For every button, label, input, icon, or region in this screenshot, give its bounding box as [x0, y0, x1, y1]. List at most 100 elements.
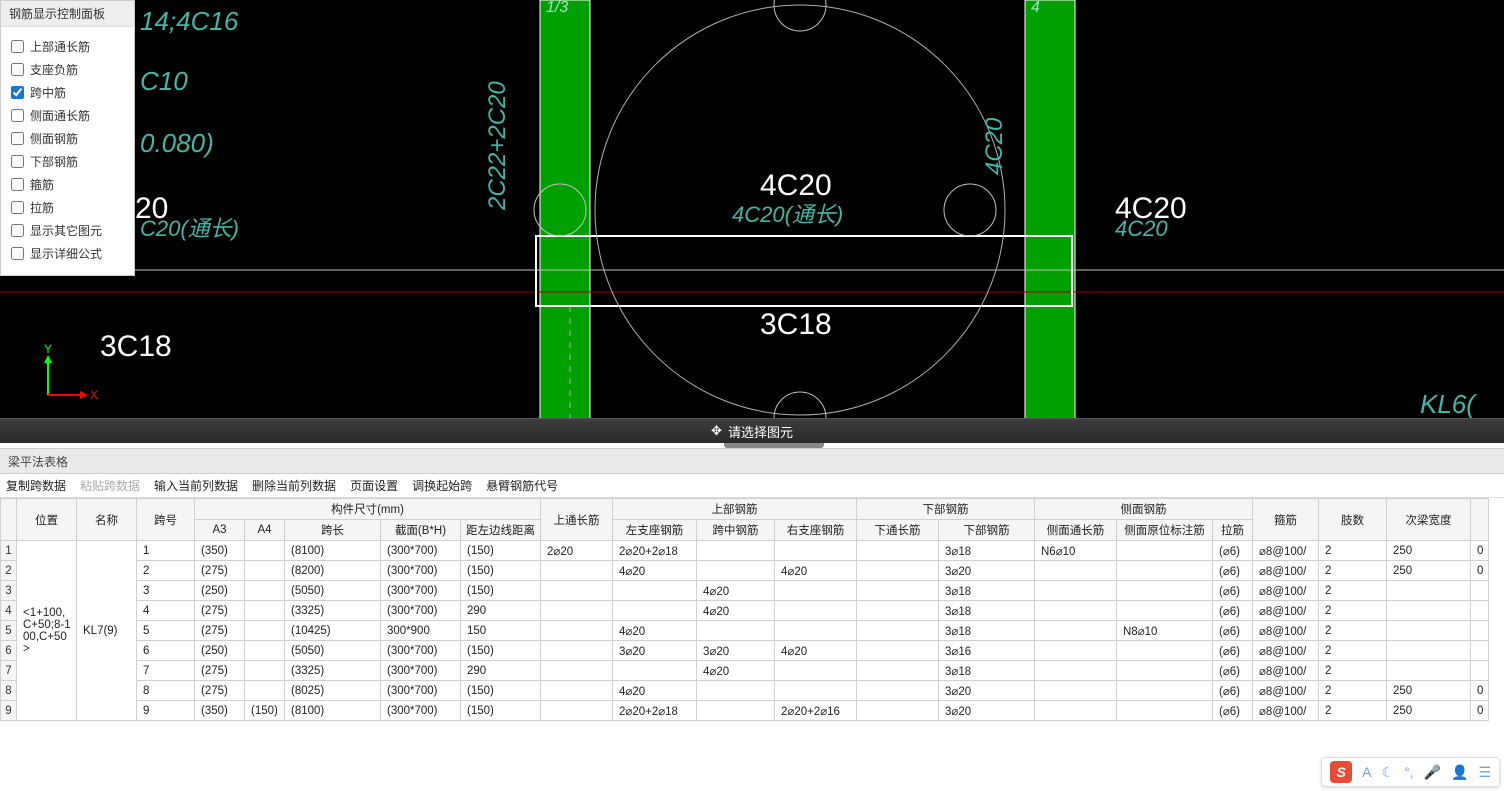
cell[interactable]: [1471, 581, 1489, 601]
cell[interactable]: 2: [137, 561, 195, 581]
cell[interactable]: [697, 561, 775, 581]
rebar-toggle-item[interactable]: 上部通长筋: [11, 35, 124, 58]
cell[interactable]: [857, 641, 939, 661]
cell[interactable]: [1117, 641, 1213, 661]
rebar-display-control-panel[interactable]: 钢筋显示控制面板 上部通长筋支座负筋跨中筋侧面通长筋侧面钢筋下部钢筋箍筋拉筋显示…: [0, 0, 135, 276]
column-header[interactable]: 次梁宽度: [1387, 499, 1471, 541]
cell[interactable]: (300*700): [381, 601, 461, 621]
rebar-toggle-item[interactable]: 箍筋: [11, 173, 124, 196]
cell-name[interactable]: KL7(9): [77, 541, 137, 721]
cell[interactable]: [613, 601, 697, 621]
column-header[interactable]: 下部钢筋: [939, 520, 1035, 541]
column-header[interactable]: 下部钢筋: [857, 499, 1035, 520]
cell[interactable]: 250: [1387, 681, 1471, 701]
cell[interactable]: (275): [195, 601, 245, 621]
cell[interactable]: (3325): [285, 661, 381, 681]
column-header[interactable]: 箍筋: [1253, 499, 1319, 541]
cell[interactable]: (8100): [285, 701, 381, 721]
cell[interactable]: 250: [1387, 701, 1471, 721]
cell[interactable]: (⌀6): [1213, 581, 1253, 601]
cell[interactable]: [1471, 601, 1489, 621]
cell[interactable]: (5050): [285, 581, 381, 601]
cell[interactable]: ⌀8@100/: [1253, 641, 1319, 661]
column-header[interactable]: A4: [245, 520, 285, 541]
cell[interactable]: 2: [1319, 661, 1387, 681]
cell[interactable]: (275): [195, 681, 245, 701]
column-header[interactable]: 跨号: [137, 499, 195, 541]
ime-icon[interactable]: A: [1362, 764, 1371, 780]
cell[interactable]: [697, 701, 775, 721]
cell[interactable]: [1035, 581, 1117, 601]
table-row[interactable]: 88(275)(8025)(300*700)(150)4⌀203⌀20(⌀6)⌀…: [1, 681, 1489, 701]
cell[interactable]: [1387, 581, 1471, 601]
cell[interactable]: [541, 561, 613, 581]
table-scroll[interactable]: 位置名称跨号构件尺寸(mm)上通长筋上部钢筋下部钢筋侧面钢筋箍筋肢数次梁宽度A3…: [0, 498, 1504, 791]
cell[interactable]: 6: [137, 641, 195, 661]
cell[interactable]: 2⌀20+2⌀16: [775, 701, 857, 721]
column-header[interactable]: 位置: [17, 499, 77, 541]
cell[interactable]: 2⌀20: [541, 541, 613, 561]
cell[interactable]: (300*700): [381, 641, 461, 661]
cell[interactable]: 2: [1319, 561, 1387, 581]
column-header[interactable]: A3: [195, 520, 245, 541]
rebar-toggle-checkbox[interactable]: [11, 132, 24, 145]
cell[interactable]: [697, 621, 775, 641]
ime-icon[interactable]: ☾: [1382, 764, 1395, 781]
cell[interactable]: (3325): [285, 601, 381, 621]
column-header[interactable]: 截面(B*H): [381, 520, 461, 541]
cell[interactable]: [1471, 661, 1489, 681]
cell[interactable]: [697, 541, 775, 561]
cell[interactable]: [1117, 581, 1213, 601]
cell[interactable]: [245, 561, 285, 581]
cell[interactable]: [541, 621, 613, 641]
cell[interactable]: [541, 581, 613, 601]
cell[interactable]: (150): [461, 541, 541, 561]
cell[interactable]: (300*700): [381, 701, 461, 721]
cell[interactable]: 3⌀20: [939, 561, 1035, 581]
cell[interactable]: [1035, 561, 1117, 581]
rebar-toggle-item[interactable]: 显示详细公式: [11, 242, 124, 265]
cell[interactable]: [857, 561, 939, 581]
cell[interactable]: [245, 621, 285, 641]
cell[interactable]: 7: [137, 661, 195, 681]
table-row[interactable]: 44(275)(3325)(300*700)2904⌀203⌀18(⌀6)⌀8@…: [1, 601, 1489, 621]
cell[interactable]: (⌀6): [1213, 701, 1253, 721]
column-header[interactable]: 距左边线距离: [461, 520, 541, 541]
rebar-toggle-checkbox[interactable]: [11, 178, 24, 191]
cell[interactable]: 1: [137, 541, 195, 561]
cell[interactable]: (⌀6): [1213, 661, 1253, 681]
cell[interactable]: [857, 621, 939, 641]
cell[interactable]: 9: [137, 701, 195, 721]
cell[interactable]: ⌀8@100/: [1253, 581, 1319, 601]
cell[interactable]: [1117, 601, 1213, 621]
toolbar-button[interactable]: 输入当前列数据: [154, 477, 238, 494]
cell[interactable]: [1387, 601, 1471, 621]
cell[interactable]: [1035, 661, 1117, 681]
cell[interactable]: [775, 661, 857, 681]
cell[interactable]: [245, 681, 285, 701]
cell[interactable]: 2: [1319, 641, 1387, 661]
rebar-toggle-checkbox[interactable]: [11, 86, 24, 99]
cell[interactable]: 2: [1319, 681, 1387, 701]
cell[interactable]: (300*700): [381, 661, 461, 681]
cell[interactable]: (⌀6): [1213, 641, 1253, 661]
cell[interactable]: 3⌀20: [939, 701, 1035, 721]
cell[interactable]: N6⌀10: [1035, 541, 1117, 561]
cell[interactable]: [1471, 621, 1489, 641]
cell[interactable]: 3⌀16: [939, 641, 1035, 661]
cell[interactable]: (275): [195, 561, 245, 581]
cell[interactable]: [857, 601, 939, 621]
beam-data-table[interactable]: 位置名称跨号构件尺寸(mm)上通长筋上部钢筋下部钢筋侧面钢筋箍筋肢数次梁宽度A3…: [0, 498, 1489, 721]
ime-icon[interactable]: ☰: [1478, 764, 1491, 781]
cell[interactable]: [1471, 641, 1489, 661]
cell[interactable]: (150): [461, 581, 541, 601]
cell[interactable]: [1035, 601, 1117, 621]
cell[interactable]: (⌀6): [1213, 561, 1253, 581]
toolbar-button[interactable]: 复制跨数据: [6, 477, 66, 494]
column-header[interactable]: 上通长筋: [541, 499, 613, 541]
cell[interactable]: [1117, 541, 1213, 561]
cell[interactable]: ⌀8@100/: [1253, 541, 1319, 561]
cell[interactable]: (150): [461, 561, 541, 581]
cell[interactable]: (150): [461, 681, 541, 701]
table-row[interactable]: 33(250)(5050)(300*700)(150)4⌀203⌀18(⌀6)⌀…: [1, 581, 1489, 601]
